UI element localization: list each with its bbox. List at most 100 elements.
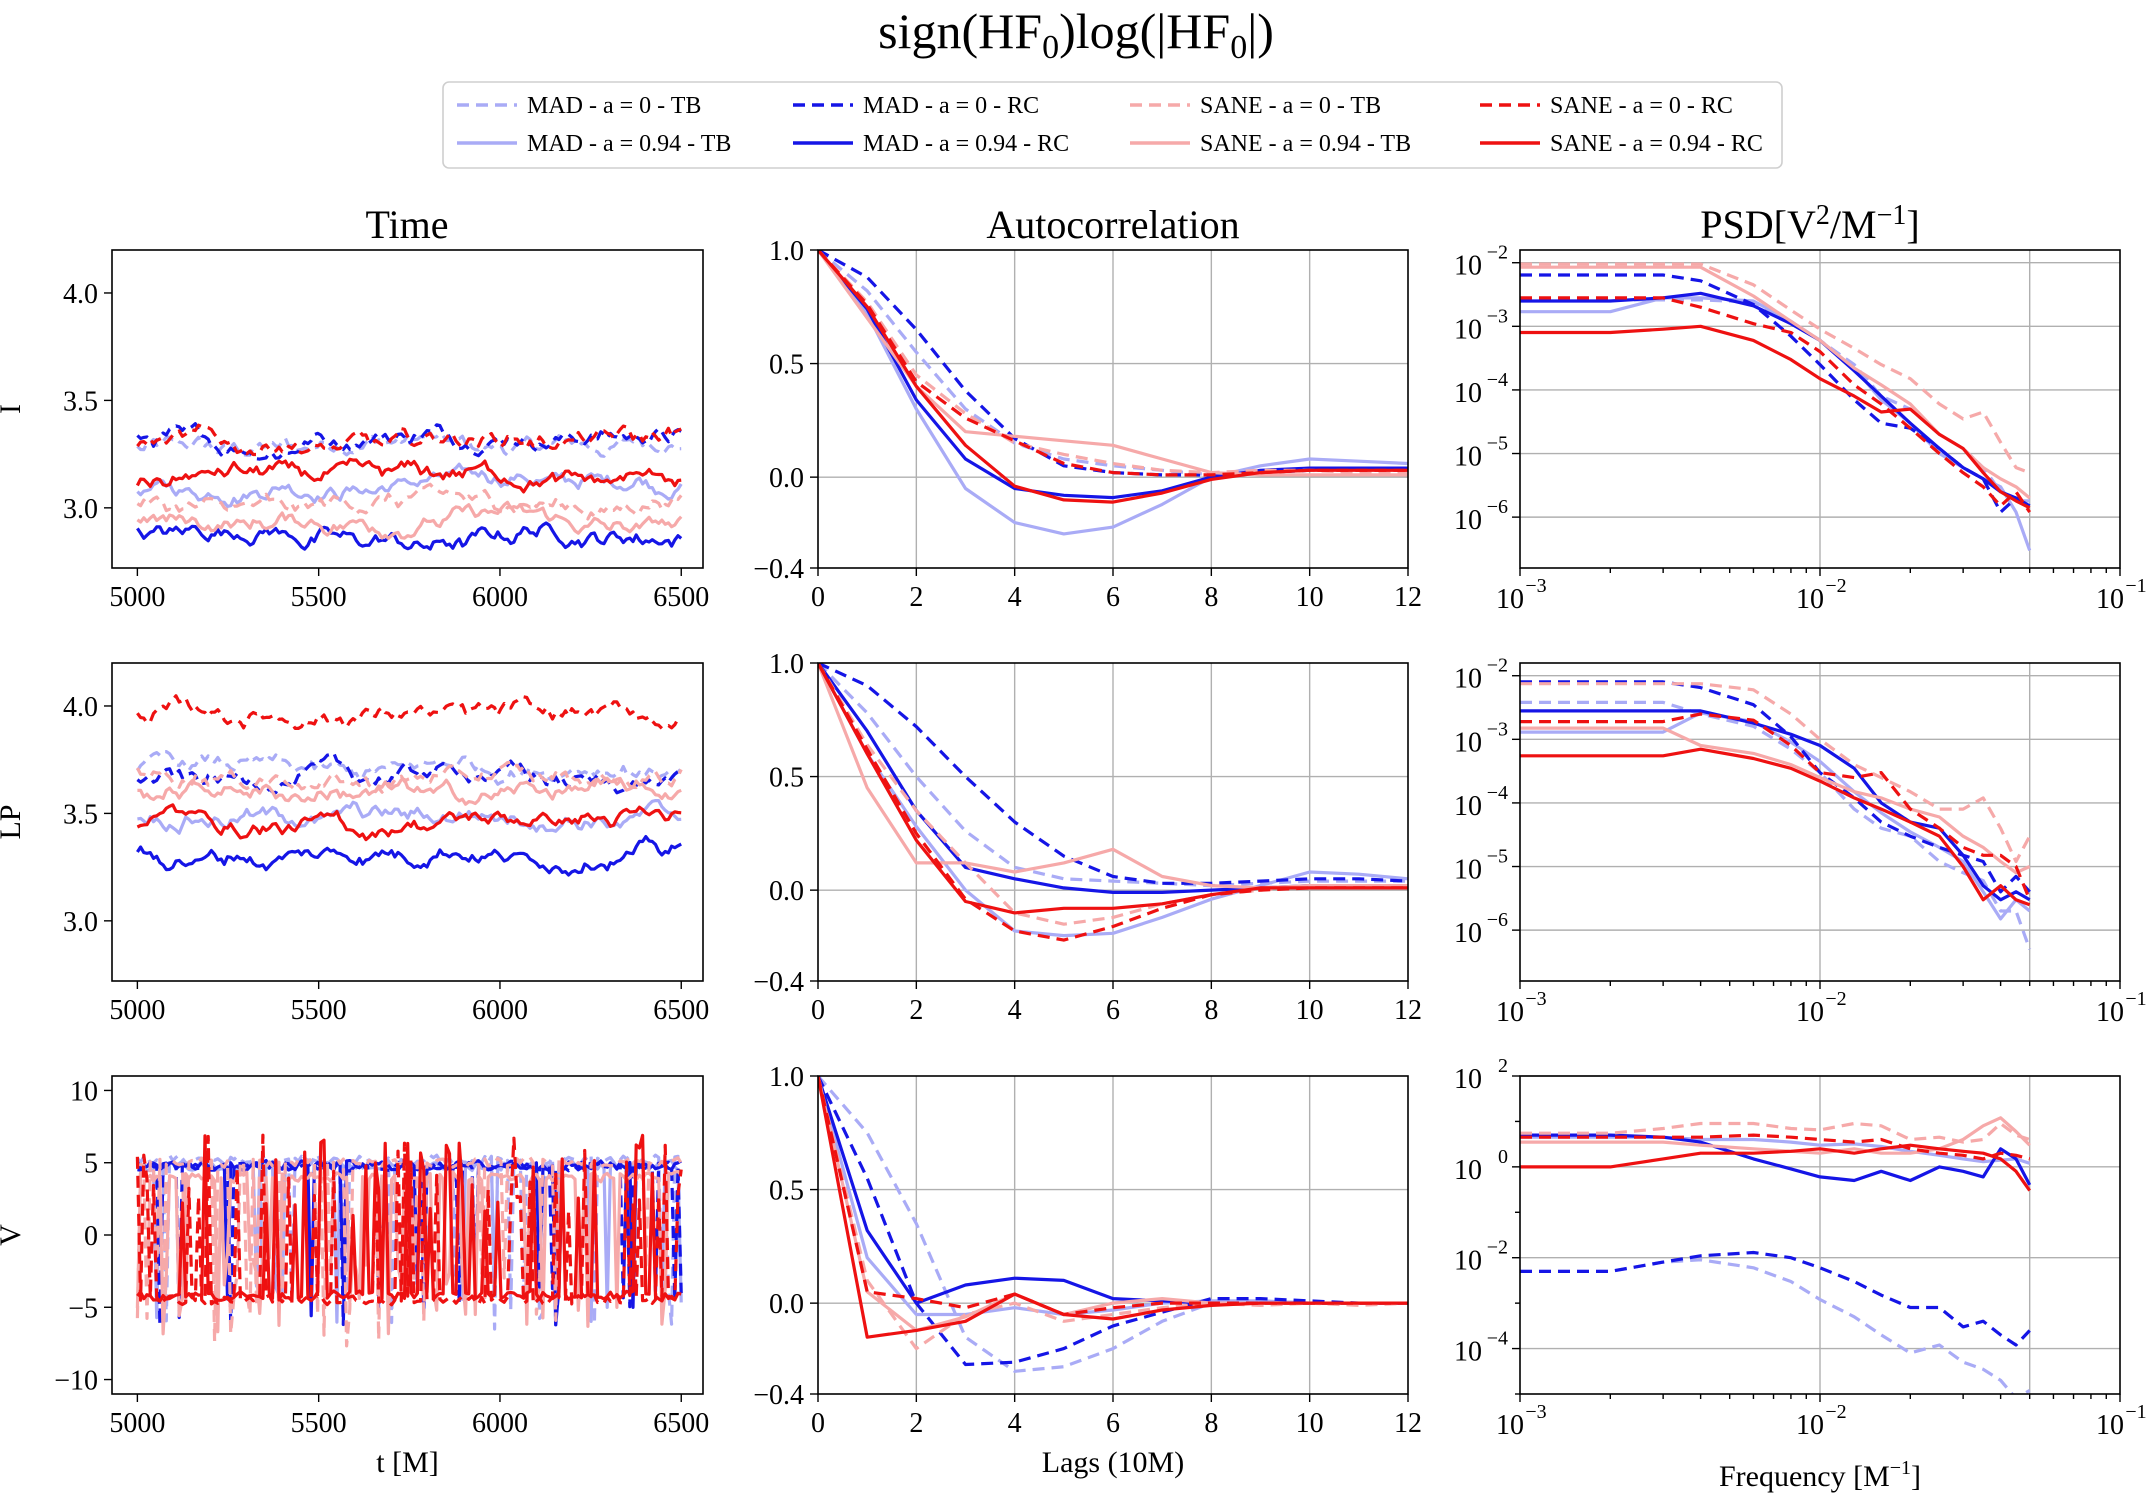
series-line-6 xyxy=(137,776,682,806)
y-tick-label: 10 xyxy=(1454,727,1482,758)
legend-label-8: SANE - a = 0.94 - RC xyxy=(1550,131,1763,157)
x-tick-label: 6 xyxy=(1106,1408,1120,1439)
x-tick-label: 0 xyxy=(811,582,825,613)
x-tick-label: 6500 xyxy=(653,995,709,1026)
plot-area xyxy=(818,663,1408,942)
legend-label-6: SANE - a = 0.94 - TB xyxy=(1200,131,1411,157)
plot-area xyxy=(135,694,683,877)
series-line-6 xyxy=(1520,265,2031,500)
x-tick-label: 6000 xyxy=(472,995,528,1026)
y-tick-label: 3.5 xyxy=(63,386,98,417)
x-tick-label: 5500 xyxy=(291,1408,347,1439)
axes-frame xyxy=(111,1075,704,1395)
x-axis-label: t [M] xyxy=(376,1446,439,1479)
panel-time-V: 5000 5500 6000 6500 −10 −5 0 5 10 Vt [M] xyxy=(0,1075,709,1479)
y-tick-exponent: −4 xyxy=(1487,782,1508,804)
axes-frame xyxy=(111,249,704,569)
x-tick-label: 0 xyxy=(811,1408,825,1439)
y-tick-label: 0.0 xyxy=(769,1289,804,1320)
series-line-3 xyxy=(136,422,682,461)
y-tick-exponent: −5 xyxy=(1487,433,1508,455)
series-line-2 xyxy=(136,462,683,508)
x-tick-label: 6 xyxy=(1106,995,1120,1026)
panel-time-I: 5000 5500 6000 6500 3.0 3.5 4.0 I xyxy=(0,249,709,613)
x-tick-label: 4 xyxy=(1008,582,1022,613)
series-line-7 xyxy=(136,423,682,457)
series-line-8 xyxy=(818,250,1408,504)
x-tick-label: 8 xyxy=(1204,582,1218,613)
series-line-4 xyxy=(1520,291,2031,508)
y-tick-exponent: −4 xyxy=(1487,1328,1508,1350)
series-line-3 xyxy=(136,751,682,795)
x-tick-label: 12 xyxy=(1394,1408,1422,1439)
panel-time-LP: 5000 5500 6000 6500 3.0 3.5 4.0 LP xyxy=(0,662,709,1026)
series-line-3 xyxy=(1520,273,2031,514)
x-tick-label: 6 xyxy=(1106,582,1120,613)
x-tick-label: 0 xyxy=(811,995,825,1026)
x-tick-exponent: −2 xyxy=(1825,988,1846,1010)
series-line-5 xyxy=(136,482,683,521)
x-tick-label: 10 xyxy=(2096,584,2124,615)
x-tick-label: 10 xyxy=(2096,1410,2124,1441)
column-title-psd: PSD[V2/M−1] xyxy=(1700,200,1919,247)
y-tick-label: 10 xyxy=(1454,505,1482,536)
series-line-2 xyxy=(818,663,1408,938)
x-tick-label: 5500 xyxy=(291,582,347,613)
x-tick-exponent: −3 xyxy=(1525,1401,1546,1423)
x-tick-label: 5000 xyxy=(109,1408,165,1439)
series-line-8 xyxy=(818,663,1408,915)
series-line-2 xyxy=(818,250,1408,536)
axes-frame xyxy=(817,249,1409,569)
y-tick-exponent: −4 xyxy=(1487,369,1508,391)
series-line-7 xyxy=(1520,712,2032,901)
x-axis-label: Lags (10M) xyxy=(1042,1446,1184,1479)
column-title-time: Time xyxy=(365,202,448,247)
series-line-6 xyxy=(136,500,683,540)
y-tick-label: 3.0 xyxy=(63,494,98,525)
series-line-1 xyxy=(1520,1258,2031,1394)
axes-frame xyxy=(1519,249,2121,569)
series-line-1 xyxy=(1520,700,2032,950)
x-tick-label: 8 xyxy=(1204,1408,1218,1439)
y-tick-exponent: −2 xyxy=(1487,655,1508,677)
axes-frame xyxy=(1519,662,2121,982)
plot-area xyxy=(1520,680,2032,950)
legend-label-5: SANE - a = 0 - TB xyxy=(1200,93,1381,119)
row-label: LP xyxy=(0,804,27,839)
x-tick-label: 10 xyxy=(1296,1408,1324,1439)
y-tick-label: 10 xyxy=(1454,918,1482,949)
y-tick-exponent: −5 xyxy=(1487,846,1508,868)
y-tick-label: −10 xyxy=(54,1366,98,1397)
axes-frame xyxy=(817,662,1409,982)
y-tick-label: 10 xyxy=(1454,314,1482,345)
x-tick-label: 5000 xyxy=(109,582,165,613)
series-line-4 xyxy=(136,835,682,877)
x-tick-label: 4 xyxy=(1008,1408,1022,1439)
legend-label-2: MAD - a = 0.94 - TB xyxy=(527,131,731,157)
series-line-4 xyxy=(136,521,683,551)
x-tick-label: 8 xyxy=(1204,995,1218,1026)
y-tick-label: 10 xyxy=(1454,442,1482,473)
x-tick-exponent: −3 xyxy=(1525,575,1546,597)
series-line-8 xyxy=(1520,1143,2032,1192)
plot-area xyxy=(818,250,1408,536)
x-tick-label: 2 xyxy=(909,1408,923,1439)
axes-frame xyxy=(817,1075,1409,1395)
y-tick-label: 10 xyxy=(1454,855,1482,886)
x-axis-label: Frequency [M−1] xyxy=(1719,1457,1921,1493)
legend: MAD - a = 0 - TB MAD - a = 0.94 - TB MAD -… xyxy=(442,81,1783,169)
panel-acf-V: 0 2 4 6 8 10 12 −0.4 0.0 0.5 1.0 Lags (10M) xyxy=(753,1062,1422,1479)
series-line-8 xyxy=(135,457,682,494)
series-line-5 xyxy=(1520,262,2031,475)
x-tick-label: 6000 xyxy=(472,1408,528,1439)
plot-area xyxy=(135,1133,683,1348)
plot-area xyxy=(135,422,683,551)
y-tick-label: 0.5 xyxy=(769,350,804,381)
y-tick-label: 10 xyxy=(1454,1155,1482,1186)
x-tick-label: 5000 xyxy=(109,995,165,1026)
y-tick-label: 0 xyxy=(84,1221,98,1252)
series-line-4 xyxy=(818,250,1408,500)
y-tick-label: 1.0 xyxy=(769,236,804,267)
